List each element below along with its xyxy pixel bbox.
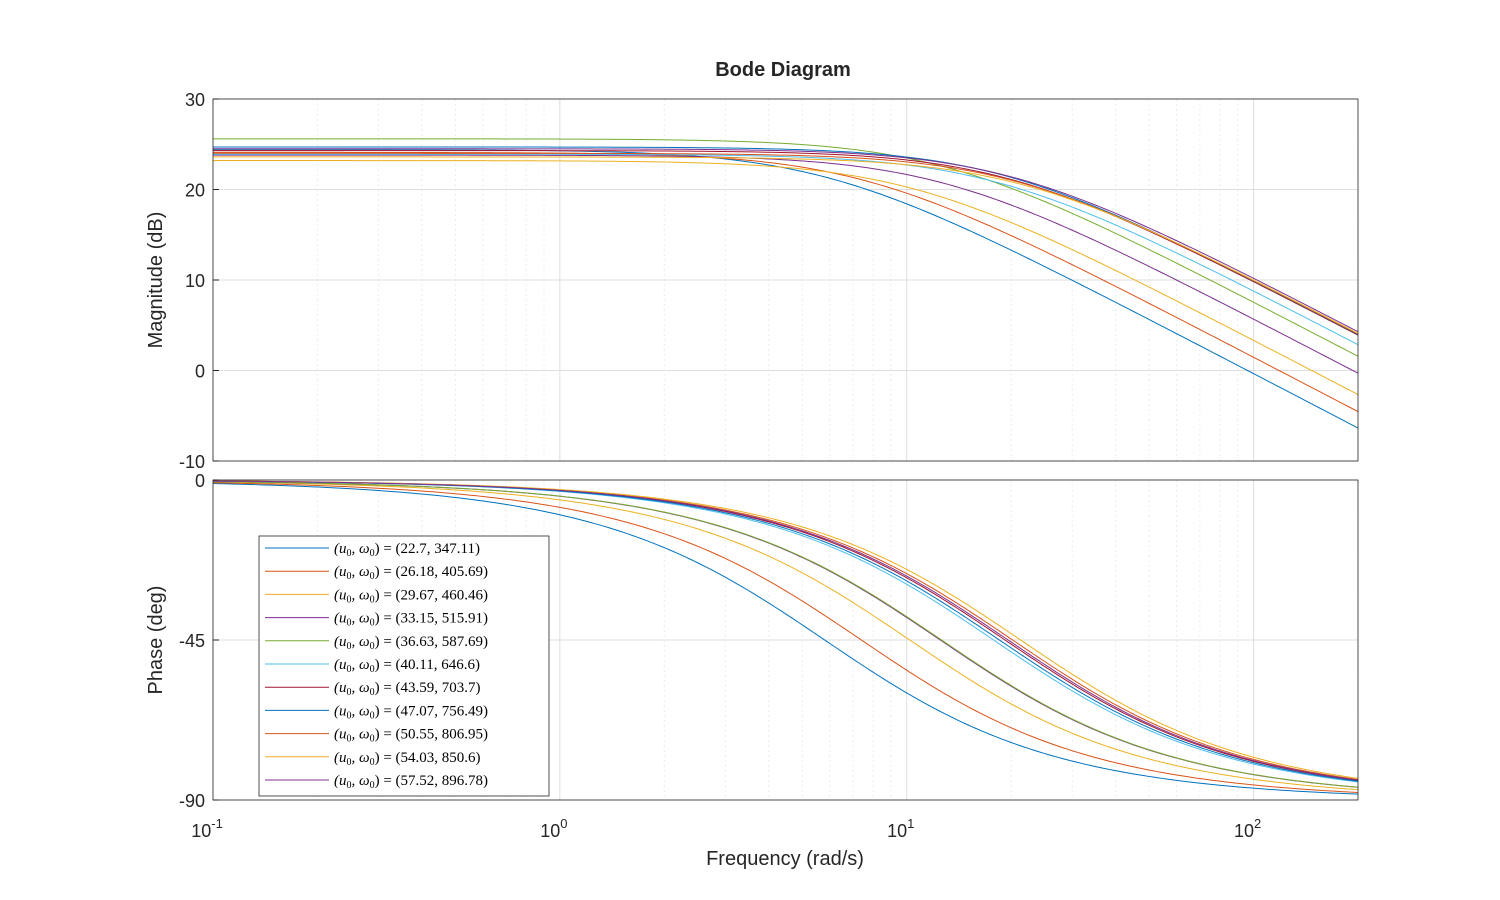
magnitude-grid bbox=[212, 98, 1359, 462]
phase-series-line-1 bbox=[212, 483, 1359, 795]
legend-entry-label: (u0, ω0) = (29.67, 460.46) bbox=[334, 587, 488, 605]
legend-entry-label: (u0, ω0) = (26.18, 405.69) bbox=[334, 564, 488, 582]
legend-entry-label: (u0, ω0) = (40.11, 646.6) bbox=[334, 657, 480, 675]
phase-ticks: 0 -45 -90 bbox=[179, 471, 219, 811]
legend: (u0, ω0) = (22.7, 347.11) (u0, ω0) = (26.… bbox=[258, 535, 550, 797]
magnitude-ticks: 30 20 10 0 -10 bbox=[179, 90, 219, 472]
legend-entry-label: (u0, ω0) = (43.59, 703.7) bbox=[334, 680, 481, 698]
legend-entry-label: (u0, ω0) = (50.55, 806.95) bbox=[334, 727, 488, 745]
magnitude-tick-label: 0 bbox=[195, 362, 205, 382]
magnitude-ylabel: Magnitude (dB) bbox=[145, 212, 167, 349]
legend-box bbox=[258, 535, 550, 797]
phase-tick-label: 0 bbox=[195, 471, 205, 491]
frequency-ticks: 10-1 100 101 102 bbox=[191, 816, 1261, 841]
magnitude-series-line-2 bbox=[213, 151, 1359, 413]
magnitude-series-line-7 bbox=[213, 150, 1359, 336]
magnitude-series-line-10 bbox=[213, 156, 1359, 334]
frequency-tick-label: 100 bbox=[540, 816, 567, 841]
frequency-xlabel: Frequency (rad/s) bbox=[706, 848, 864, 870]
magnitude-series-line-4 bbox=[213, 154, 1359, 374]
phase-series-line-5 bbox=[212, 481, 1359, 788]
magnitude-series-line-6 bbox=[213, 153, 1359, 346]
phase-series-line-3 bbox=[212, 481, 1359, 791]
magnitude-tick-label: 30 bbox=[185, 90, 205, 110]
legend-entry-label: (u0, ω0) = (57.52, 896.78) bbox=[334, 773, 488, 791]
legend-entry-label: (u0, ω0) = (33.15, 515.91) bbox=[334, 611, 488, 629]
phase-curves bbox=[212, 480, 1359, 795]
legend-entry-label: (u0, ω0) = (47.07, 756.49) bbox=[334, 703, 488, 721]
magnitude-series-line-5 bbox=[213, 138, 1359, 357]
magnitude-panel: 30 20 10 0 -10 Magnitude (dB) bbox=[145, 90, 1359, 472]
magnitude-series-line-3 bbox=[213, 160, 1359, 396]
legend-entry-label: (u0, ω0) = (54.03, 850.6) bbox=[334, 750, 481, 768]
legend-entry-label: (u0, ω0) = (36.63, 587.69) bbox=[334, 634, 488, 652]
magnitude-curves bbox=[213, 138, 1359, 429]
magnitude-tick-label: -10 bbox=[179, 452, 205, 472]
phase-tick-label: -90 bbox=[179, 791, 205, 811]
legend-entry-label: (u0, ω0) = (22.7, 347.11) bbox=[334, 541, 480, 559]
phase-series-line-11 bbox=[212, 480, 1359, 781]
chart-title: Bode Diagram bbox=[715, 59, 851, 81]
magnitude-series-line-1 bbox=[213, 149, 1359, 429]
magnitude-tick-label: 10 bbox=[185, 271, 205, 291]
phase-tick-label: -45 bbox=[179, 631, 205, 651]
magnitude-tick-label: 20 bbox=[185, 181, 205, 201]
magnitude-series-line-11 bbox=[213, 148, 1359, 333]
phase-ylabel: Phase (deg) bbox=[145, 586, 167, 695]
phase-series-line-2 bbox=[212, 482, 1359, 793]
